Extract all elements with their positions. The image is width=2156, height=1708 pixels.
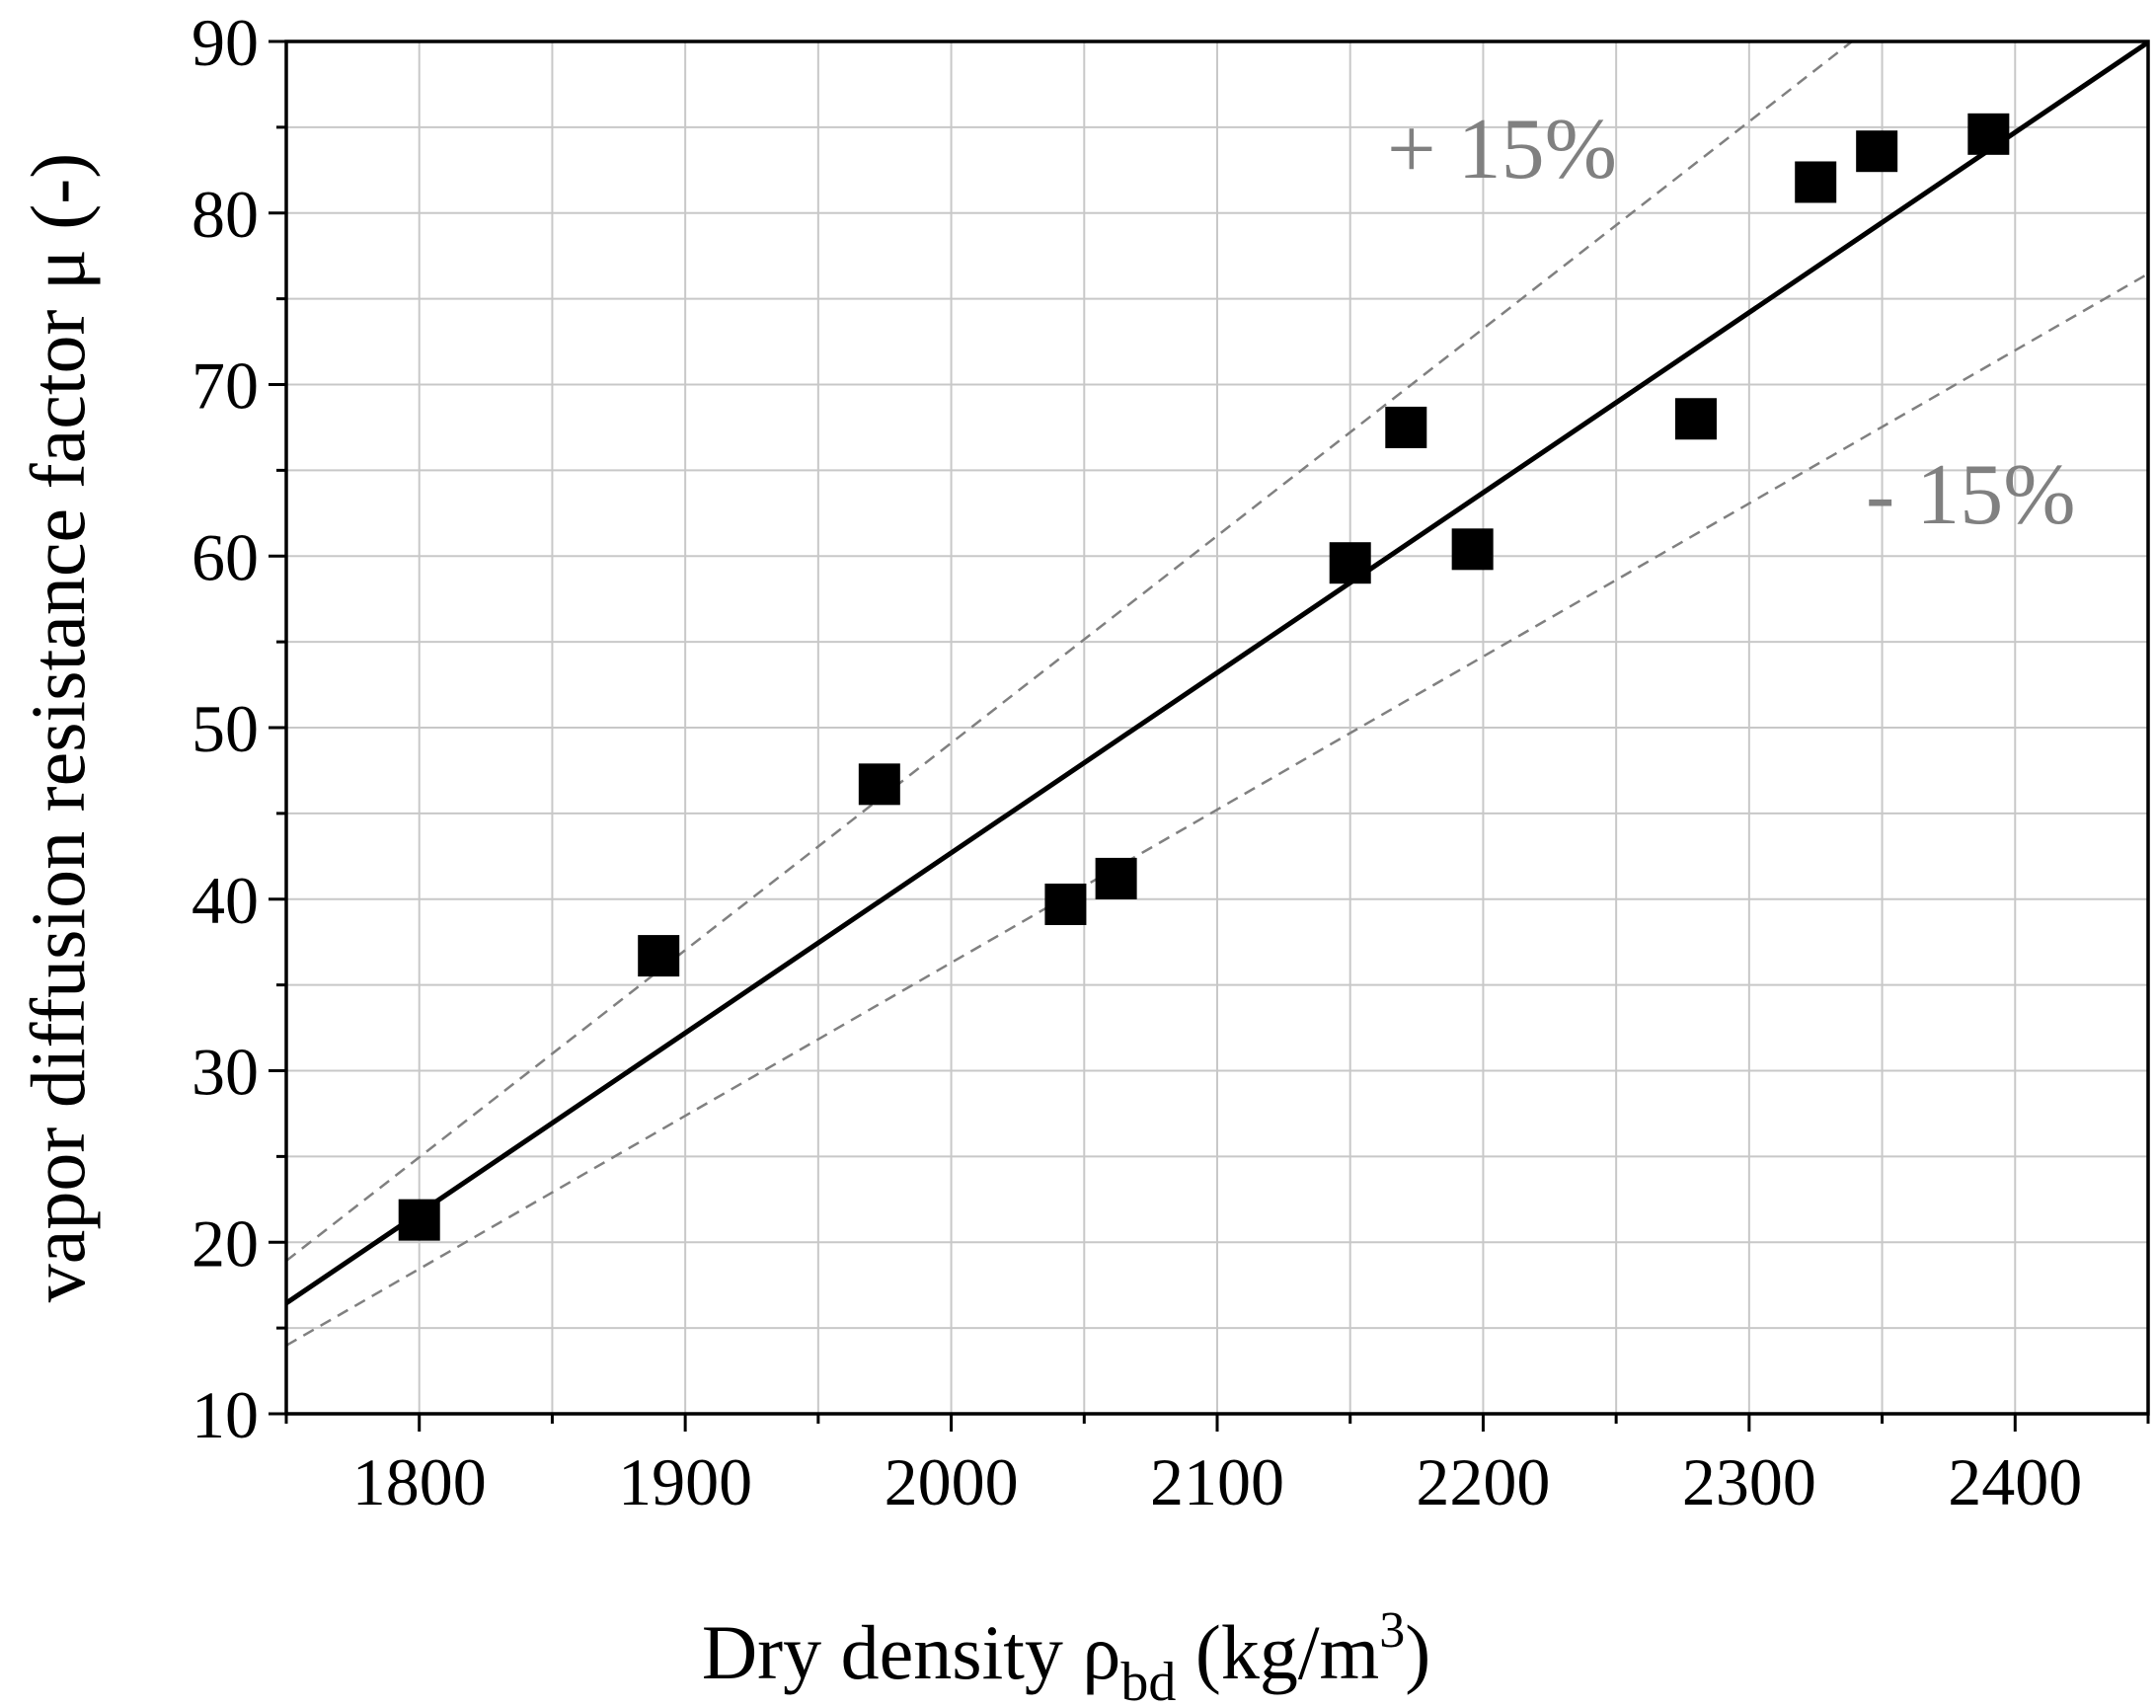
data-point (1095, 857, 1137, 899)
y-tick-label: 60 (192, 519, 259, 594)
x-tick-label: 1900 (618, 1444, 752, 1519)
y-tick-label: 50 (192, 691, 259, 766)
data-point (1856, 130, 1898, 173)
x-axis-title-main: Dry density ρ (702, 1609, 1121, 1695)
data-point (1967, 113, 2010, 155)
x-tick-label: 2200 (1416, 1444, 1550, 1519)
axis-ticks (269, 39, 2150, 1432)
y-tick-label: 10 (192, 1377, 259, 1452)
band-line-minus-15 (286, 272, 2148, 1347)
data-point (398, 1199, 440, 1241)
x-tick-label: 2300 (1682, 1444, 1816, 1519)
data-point (1044, 883, 1087, 925)
x-axis-title-superscript: 3 (1379, 1602, 1405, 1659)
y-tick-label: 80 (192, 177, 259, 252)
data-point (638, 935, 680, 977)
x-axis-title-unit-open: (kg/m (1176, 1609, 1379, 1695)
plot-content (286, 41, 2148, 1347)
data-point (1451, 528, 1494, 571)
y-tick-label: 20 (192, 1205, 259, 1281)
data-point (1385, 406, 1427, 448)
y-axis-title: vapor diffusion resistance factor μ (-) (15, 153, 101, 1302)
tolerance-bands (286, 41, 2148, 1347)
data-point (1674, 398, 1717, 440)
data-point (1795, 161, 1837, 203)
fit-line (286, 41, 2148, 1306)
x-tick-label: 1800 (352, 1444, 487, 1519)
data-points (398, 113, 2010, 1241)
data-point (1329, 542, 1371, 584)
y-tick-label: 70 (192, 349, 259, 424)
y-tick-label: 30 (192, 1035, 259, 1110)
x-axis-title-subscript: bd (1120, 1652, 1176, 1708)
y-tick-label: 90 (192, 5, 259, 80)
x-tick-label: 2000 (885, 1444, 1019, 1519)
grid (286, 41, 2148, 1414)
band-label-plus-15: + 15% (1387, 102, 1617, 197)
x-tick-label: 2400 (1948, 1444, 2082, 1519)
y-tick-label: 40 (192, 863, 259, 938)
tick-labels: 1800 1900 2000 2100 2200 2300 2400 10 20 30 40 50 60… (192, 5, 2082, 1519)
x-axis-title-unit-close: ) (1405, 1609, 1430, 1695)
band-line-plus-15 (286, 41, 1855, 1263)
band-labels: + 15% - 15% (1387, 102, 2076, 543)
data-point (858, 763, 900, 806)
fit-line-group (286, 41, 2148, 1306)
band-label-minus-15: - 15% (1866, 447, 2076, 543)
x-axis-title: Dry density ρbd (kg/m3) (702, 1602, 1430, 1708)
x-tick-label: 2100 (1150, 1444, 1284, 1519)
